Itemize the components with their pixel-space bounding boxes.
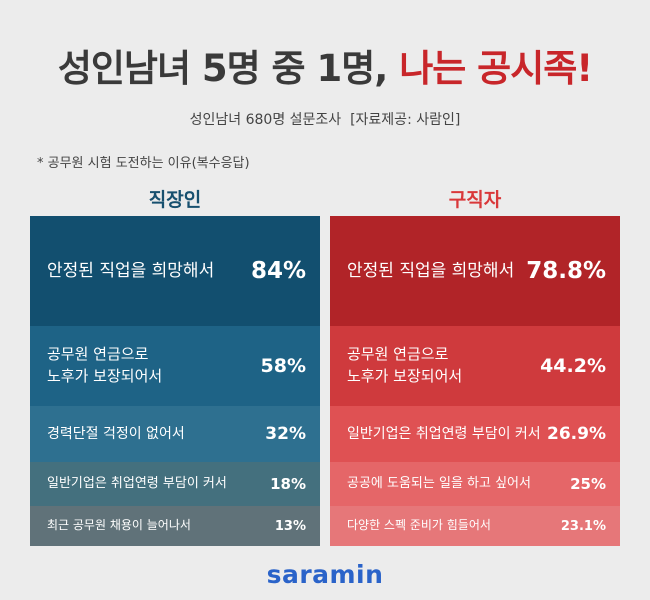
jobseeker-reason-label: 다양한 스펙 준비가 힘들어서 xyxy=(347,518,491,533)
employee-row-4: 일반기업은 취업연령 부담이 커서 18% xyxy=(30,462,320,506)
saramin-logo: saramin xyxy=(266,560,384,589)
title-main: 성인남녀 5명 중 1명, xyxy=(57,47,388,90)
jobseeker-percent-label: 25% xyxy=(570,475,606,493)
jobseeker-panel: 안정된 직업을 희망해서 78.8% 공무원 연금으로 노후가 보장되어서 44.2% 일… xyxy=(330,216,620,546)
jobseeker-percent-label: 78.8% xyxy=(526,258,606,284)
jobseeker-row-2: 공무원 연금으로 노후가 보장되어서 44.2% xyxy=(330,326,620,406)
employee-reason-label: 안정된 직업을 희망해서 xyxy=(47,260,215,281)
jobseeker-percent-label: 23.1% xyxy=(560,518,606,534)
jobseeker-percent-label: 26.9% xyxy=(547,424,606,444)
title-highlight: 나는 공시족! xyxy=(399,47,593,90)
jobseeker-row-1: 안정된 직업을 희망해서 78.8% xyxy=(330,216,620,326)
employee-percent-label: 32% xyxy=(265,424,306,444)
employee-percent-label: 13% xyxy=(274,518,306,534)
jobseeker-reason-label: 안정된 직업을 희망해서 xyxy=(347,260,515,281)
employee-reason-label: 일반기업은 취업연령 부담이 커서 xyxy=(47,475,227,491)
employee-row-1: 안정된 직업을 희망해서 84% xyxy=(30,216,320,326)
employee-percent-label: 58% xyxy=(260,355,306,377)
jobseeker-group-title: 구직자 xyxy=(448,189,502,211)
jobseeker-percent-label: 44.2% xyxy=(540,355,606,377)
employee-row-3: 경력단절 걱정이 없어서 32% xyxy=(30,406,320,462)
employee-row-2: 공무원 연금으로 노후가 보장되어서 58% xyxy=(30,326,320,406)
employee-reason-label: 공무원 연금으로 노후가 보장되어서 xyxy=(47,345,163,385)
jobseeker-row-5: 다양한 스펙 준비가 힘들어서 23.1% xyxy=(330,506,620,546)
employee-row-5: 최근 공무원 채용이 늘어나서 13% xyxy=(30,506,320,546)
jobseeker-reason-label: 공무원 연금으로 노후가 보장되어서 xyxy=(347,345,463,385)
employee-panel: 안정된 직업을 희망해서 84% 공무원 연금으로 노후가 보장되어서 58% 경력단절 … xyxy=(30,216,320,546)
survey-subtitle: 성인남녀 680명 설문조사 [자료제공: 사람인] xyxy=(189,112,461,128)
question-note: * 공무원 시험 도전하는 이유(복수응답) xyxy=(37,156,250,171)
employee-reason-label: 경력단절 걱정이 없어서 xyxy=(47,425,185,442)
employee-percent-label: 18% xyxy=(270,475,306,493)
jobseeker-row-3: 일반기업은 취업연령 부담이 커서 26.9% xyxy=(330,406,620,462)
jobseeker-row-4: 공공에 도움되는 일을 하고 싶어서 25% xyxy=(330,462,620,506)
jobseeker-reason-label: 일반기업은 취업연령 부담이 커서 xyxy=(347,425,541,442)
employee-group-title: 직장인 xyxy=(148,189,202,211)
employee-percent-label: 84% xyxy=(250,258,306,284)
jobseeker-reason-label: 공공에 도움되는 일을 하고 싶어서 xyxy=(347,475,531,491)
page-title: 성인남녀 5명 중 1명, 나는 공시족! xyxy=(0,38,650,92)
employee-reason-label: 최근 공무원 채용이 늘어나서 xyxy=(47,518,191,533)
